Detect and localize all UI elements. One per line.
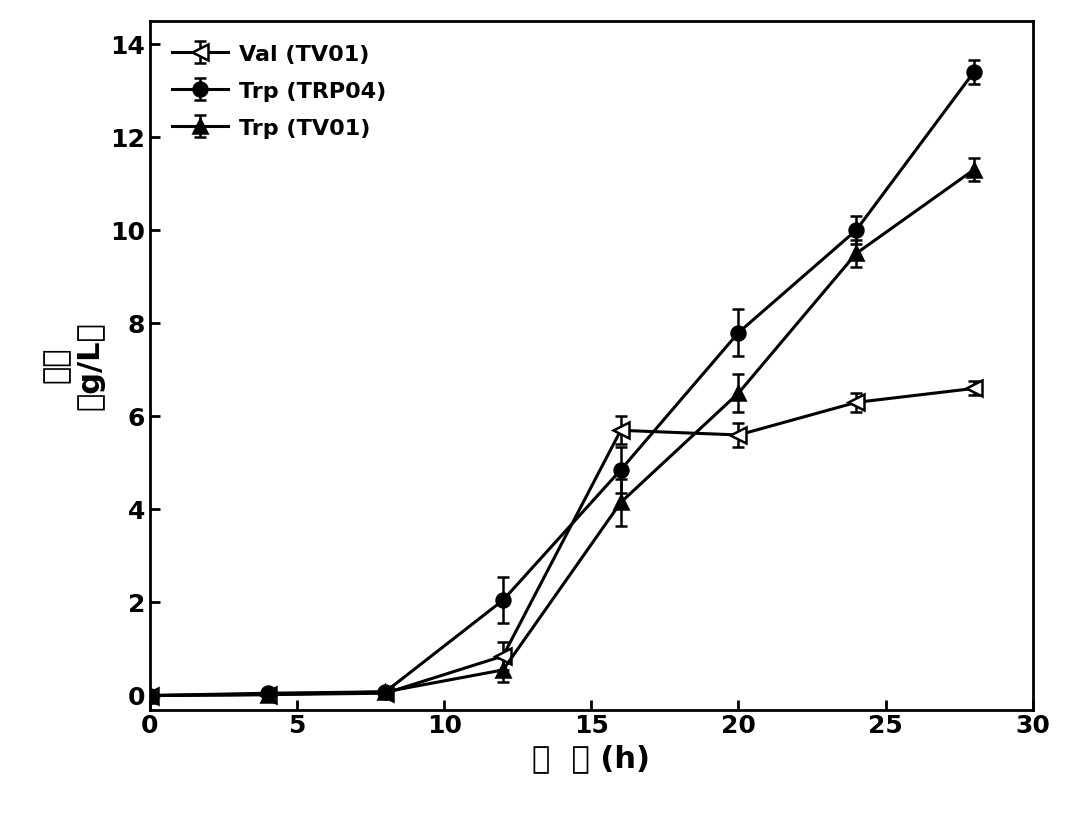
Y-axis label: 产量
（g/L）: 产量 （g/L） <box>42 321 105 409</box>
Legend: Val (TV01), Trp (TRP04), Trp (TV01): Val (TV01), Trp (TRP04), Trp (TV01) <box>161 32 397 150</box>
X-axis label: 时  间 (h): 时 间 (h) <box>532 744 650 773</box>
